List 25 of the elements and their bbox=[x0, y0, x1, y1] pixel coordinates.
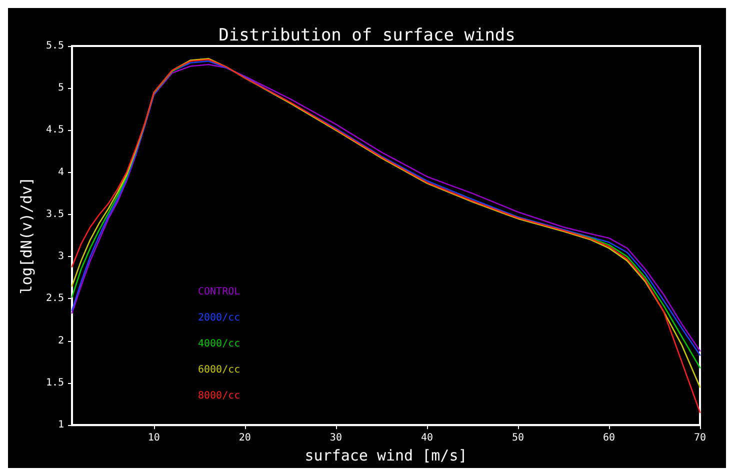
y-tick-label: 1 bbox=[58, 420, 64, 431]
x-tick-label: 50 bbox=[512, 432, 524, 444]
y-tick-label: 1.5 bbox=[46, 377, 64, 388]
y-tick-label: 2.5 bbox=[46, 293, 64, 304]
x-tick-label: 60 bbox=[602, 432, 616, 444]
text: 8000/cc bbox=[198, 390, 240, 402]
y-tick-label: 5 bbox=[58, 82, 64, 94]
x-tick-label: 30 bbox=[330, 432, 342, 444]
y-tick-label: 5.5 bbox=[46, 40, 64, 52]
y-axis-title: log[dN(v)/dv] bbox=[18, 176, 36, 294]
y-tick-label: 3.5 bbox=[46, 208, 64, 220]
x-tick-label: 10 bbox=[148, 432, 160, 444]
chart-title: Distribution of surface winds bbox=[218, 26, 516, 46]
text: CONTROL bbox=[198, 286, 240, 298]
x-axis-title: surface wind [m/s] bbox=[304, 446, 468, 464]
y-tick-label: 3 bbox=[58, 251, 64, 262]
y-tick-label: 4.5 bbox=[46, 124, 64, 136]
text: 4000/cc bbox=[198, 338, 240, 350]
y-tick-label: 4 bbox=[58, 166, 64, 178]
x-tick-label: 70 bbox=[694, 432, 706, 444]
x-tick-label: 40 bbox=[420, 432, 433, 444]
text: 2000/cc bbox=[198, 312, 240, 324]
y-tick-label: 2 bbox=[58, 335, 64, 346]
text: 6000/cc bbox=[198, 364, 240, 376]
x-tick-label: 20 bbox=[238, 432, 251, 444]
